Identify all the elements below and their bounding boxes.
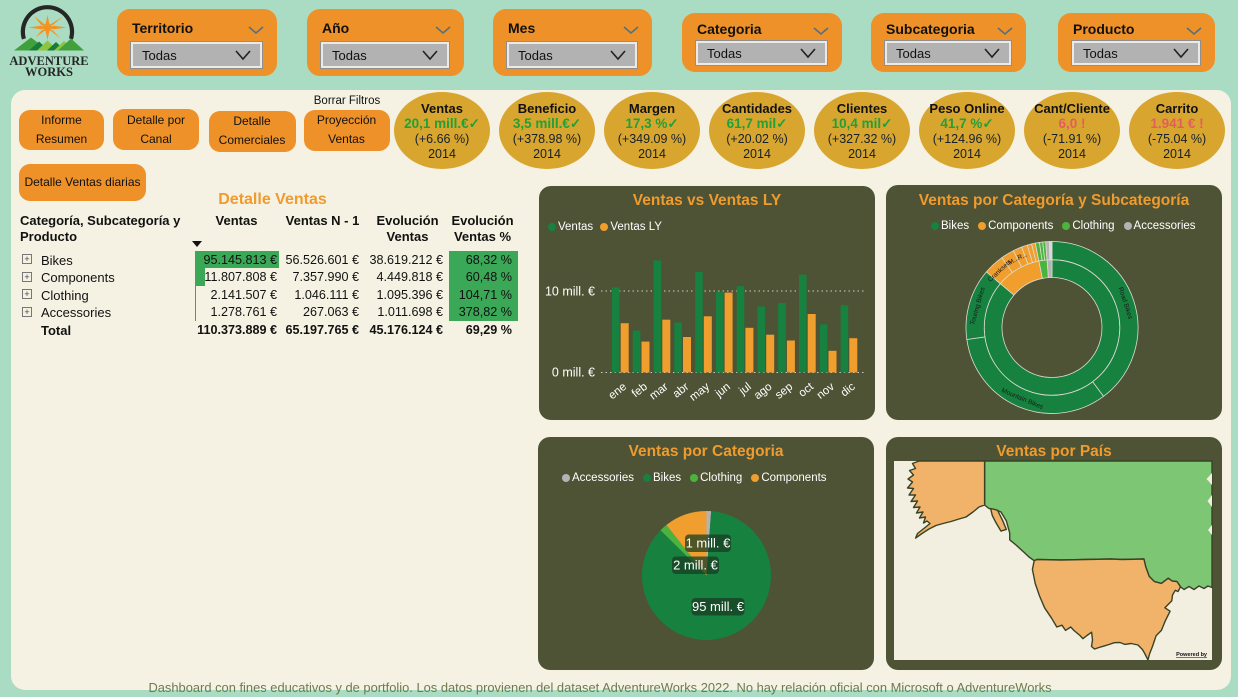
svg-text:ene: ene xyxy=(607,381,630,402)
svg-text:WORKS: WORKS xyxy=(25,65,73,79)
svg-text:ago: ago xyxy=(752,381,775,402)
svg-text:may: may xyxy=(688,381,713,404)
svg-text:oct: oct xyxy=(797,380,817,399)
svg-text:Powered by: Powered by xyxy=(1176,652,1208,658)
svg-text:2 mill. €: 2 mill. € xyxy=(673,558,719,573)
svg-text:mar: mar xyxy=(648,381,671,403)
svg-text:R...: R... xyxy=(1017,251,1029,261)
svg-text:jun: jun xyxy=(713,381,733,401)
svg-text:nov: nov xyxy=(815,381,837,402)
svg-text:10 mill. €: 10 mill. € xyxy=(545,285,595,299)
svg-text:sep: sep xyxy=(773,381,795,402)
svg-text:feb: feb xyxy=(630,381,650,400)
svg-text:ADVENTURE: ADVENTURE xyxy=(9,54,88,68)
svg-text:dic: dic xyxy=(839,381,858,400)
svg-text:jul: jul xyxy=(736,381,753,398)
svg-text:0 mill. €: 0 mill. € xyxy=(552,366,595,380)
svg-text:1 mill. €: 1 mill. € xyxy=(686,536,732,551)
svg-text:95 mill. €: 95 mill. € xyxy=(692,599,745,614)
svg-text:abr: abr xyxy=(671,381,692,401)
svg-text:M...: M... xyxy=(1007,255,1020,267)
